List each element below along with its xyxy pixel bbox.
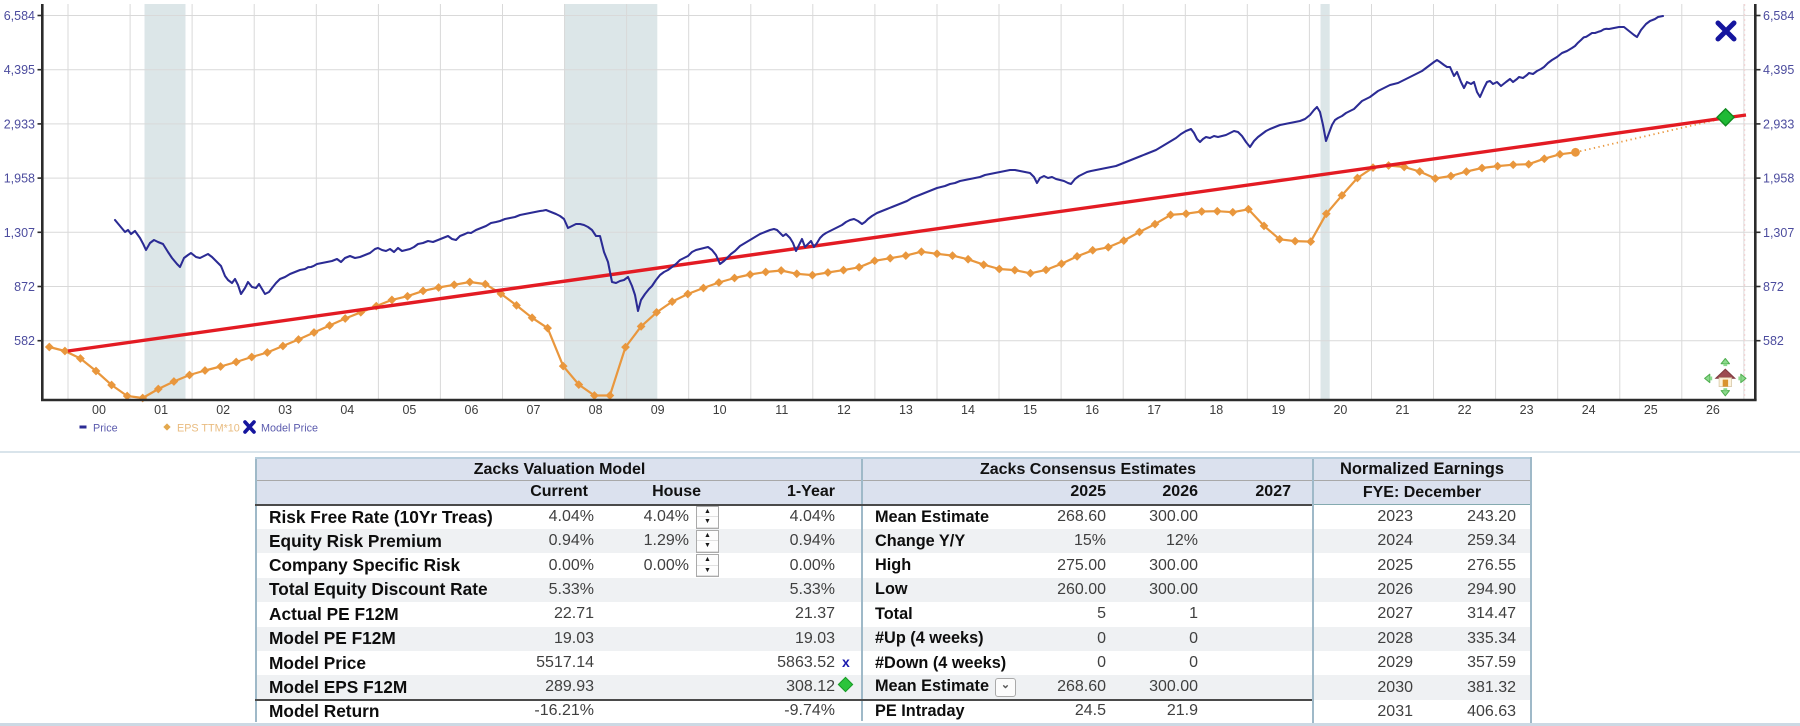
svg-text:872: 872 — [1763, 280, 1784, 294]
svg-text:09: 09 — [651, 403, 665, 417]
svg-text:25: 25 — [1644, 403, 1658, 417]
svg-text:1,958: 1,958 — [1763, 172, 1794, 186]
svg-text:19: 19 — [1271, 403, 1285, 417]
svg-text:2,933: 2,933 — [4, 117, 35, 131]
svg-text:26: 26 — [1706, 403, 1720, 417]
svg-text:00: 00 — [92, 403, 106, 417]
svg-text:18: 18 — [1209, 403, 1223, 417]
svg-text:20: 20 — [1333, 403, 1347, 417]
svg-text:04: 04 — [340, 403, 354, 417]
svg-text:Price: Price — [93, 423, 118, 435]
svg-text:872: 872 — [14, 280, 35, 294]
svg-text:1,958: 1,958 — [4, 172, 35, 186]
svg-text:06: 06 — [465, 403, 479, 417]
svg-text:2,933: 2,933 — [1763, 117, 1794, 131]
svg-text:03: 03 — [278, 403, 292, 417]
svg-text:10: 10 — [713, 403, 727, 417]
svg-text:22: 22 — [1458, 403, 1472, 417]
svg-text:13: 13 — [899, 403, 913, 417]
svg-text:EPS TTM*10: EPS TTM*10 — [177, 423, 240, 435]
svg-text:23: 23 — [1520, 403, 1534, 417]
svg-text:11: 11 — [775, 403, 788, 417]
svg-text:12: 12 — [837, 403, 851, 417]
svg-text:6,584: 6,584 — [1763, 9, 1794, 23]
svg-text:17: 17 — [1147, 403, 1161, 417]
svg-text:582: 582 — [14, 334, 35, 348]
svg-text:1,307: 1,307 — [1763, 226, 1794, 240]
svg-text:4,395: 4,395 — [4, 63, 35, 77]
svg-text:6,584: 6,584 — [4, 9, 35, 23]
svg-text:08: 08 — [589, 403, 603, 417]
svg-text:24: 24 — [1582, 403, 1596, 417]
svg-text:15: 15 — [1023, 403, 1037, 417]
svg-text:07: 07 — [527, 403, 541, 417]
svg-text:01: 01 — [154, 403, 168, 417]
svg-text:16: 16 — [1085, 403, 1099, 417]
svg-text:21: 21 — [1396, 403, 1410, 417]
svg-text:02: 02 — [216, 403, 230, 417]
svg-text:1,307: 1,307 — [4, 226, 35, 240]
svg-text:4,395: 4,395 — [1763, 63, 1794, 77]
svg-text:582: 582 — [1763, 334, 1784, 348]
svg-text:14: 14 — [961, 403, 975, 417]
svg-text:05: 05 — [402, 403, 416, 417]
svg-text:Model Price: Model Price — [261, 423, 318, 435]
